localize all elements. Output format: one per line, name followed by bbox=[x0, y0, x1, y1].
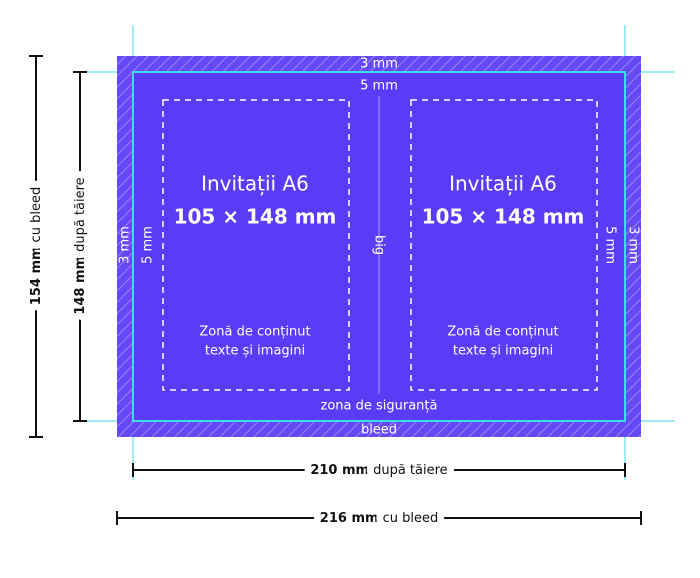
panel-size: 105 × 148 mm bbox=[174, 205, 337, 229]
safety-zone bbox=[162, 99, 350, 391]
dimension-value: 210 mm bbox=[310, 463, 369, 478]
dimension-value: 154 mm bbox=[29, 246, 44, 305]
dimension-value: 216 mm bbox=[320, 511, 379, 526]
panel-content: Zonă de conținut bbox=[447, 325, 558, 340]
label: 3 mm bbox=[626, 226, 641, 264]
dimension-lines bbox=[29, 55, 642, 525]
label: 5 mm bbox=[141, 226, 156, 264]
label: 5 mm bbox=[360, 79, 398, 94]
panel-size: 105 × 148 mm bbox=[422, 205, 585, 229]
dimension-label: cu bleed bbox=[29, 187, 44, 243]
panel-title: Invitații A6 bbox=[449, 172, 557, 196]
label: 3 mm bbox=[118, 226, 133, 264]
dimension-label: după tăiere bbox=[373, 463, 448, 478]
panel-content: texte și imagini bbox=[453, 344, 553, 359]
panel-content: texte și imagini bbox=[205, 344, 305, 359]
label: zona de siguranță bbox=[321, 399, 438, 414]
safety-zone bbox=[410, 99, 598, 391]
label: big bbox=[372, 235, 387, 255]
dimension-value: 148 mm bbox=[73, 256, 88, 315]
panel-title: Invitații A6 bbox=[201, 172, 309, 196]
dimension: 210 mm după tăiere bbox=[310, 463, 447, 478]
label: 5 mm bbox=[603, 226, 618, 264]
dimension: 148 mm după tăiere bbox=[73, 177, 88, 314]
panel-content: Zonă de conținut bbox=[199, 325, 310, 340]
dimension-label: cu bleed bbox=[383, 511, 439, 526]
dimension-label: după tăiere bbox=[73, 177, 88, 252]
label: bleed bbox=[361, 423, 397, 438]
label: 3 mm bbox=[360, 57, 398, 72]
